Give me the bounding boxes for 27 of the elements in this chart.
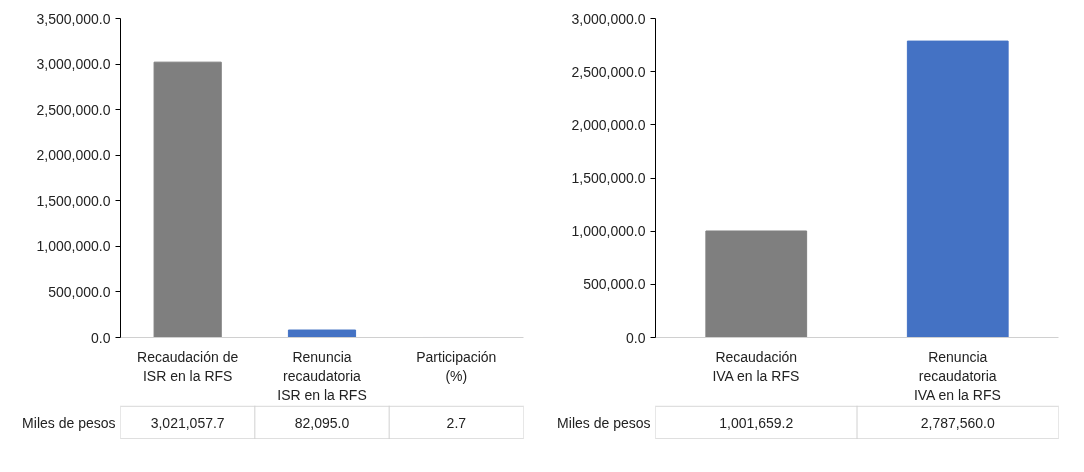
y-tick-label: 1,500,000.0	[571, 170, 646, 186]
x-tick-label: Participación (%)	[416, 348, 497, 384]
y-tick-label: 0.0	[626, 329, 646, 346]
data-label: 2,787,560.0	[920, 414, 995, 431]
data-label: 1,001,659.2	[719, 414, 794, 431]
y-tick-label: 500,000.0	[48, 283, 111, 300]
y-tick-label: 1,500,000.0	[36, 192, 111, 209]
x-tick-label: Recaudación de ISR en la RFS	[137, 348, 239, 384]
x-tick-label: Recaudación IVA en la RFS	[712, 348, 800, 384]
x-tick-label: Renuncia recaudatoria ISR en la RFS	[277, 348, 367, 403]
y-tick-label: 2,000,000.0	[36, 147, 111, 164]
x-tick-label: Renuncia recaudatoria IVA en la RFS	[913, 348, 1001, 403]
y-tick-label: 1,000,000.0	[36, 238, 111, 255]
y-tick-label: 1,000,000.0	[571, 223, 646, 240]
y-tick-label: 2,000,000.0	[571, 116, 646, 133]
text: Miles de pesos	[557, 414, 651, 431]
y-tick-label: 0.0	[91, 329, 111, 346]
data-label: 3,021,057.7	[150, 414, 225, 431]
y-tick-label: 2,500,000.0	[571, 63, 646, 80]
y-tick-label: 3,000,000.0	[571, 10, 646, 27]
y-tick-label: 3,500,000.0	[36, 10, 111, 27]
text: Miles de pesos	[22, 414, 116, 431]
y-tick-label: 2,500,000.0	[36, 101, 111, 118]
data-label: 82,095.0	[294, 414, 350, 431]
y-tick-label: 500,000.0	[583, 276, 646, 293]
y-tick-label: 3,000,000.0	[36, 56, 111, 73]
data-label: 2.7	[446, 414, 467, 431]
